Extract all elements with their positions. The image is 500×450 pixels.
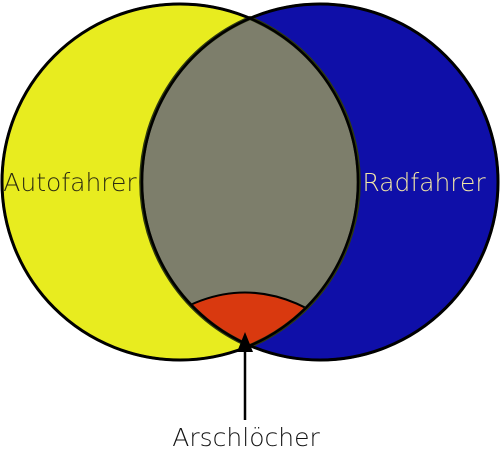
- intersection-area: [142, 4, 358, 360]
- autofahrer-label: Autofahrer: [3, 168, 137, 197]
- radfahrer-circle-outline: [140, 2, 500, 362]
- arschloecher-label: Arschlöcher: [172, 423, 320, 450]
- arrow-head-icon: [237, 332, 253, 352]
- radfahrer-label: Radfahrer: [362, 168, 486, 197]
- autofahrer-circle-outline: [0, 2, 360, 362]
